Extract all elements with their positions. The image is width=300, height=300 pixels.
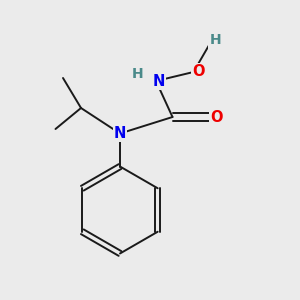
Text: O: O: [193, 64, 205, 80]
Text: H: H: [132, 67, 144, 80]
Text: N: N: [114, 126, 126, 141]
Text: O: O: [210, 110, 223, 124]
Text: N: N: [153, 74, 165, 88]
Text: H: H: [210, 34, 221, 47]
